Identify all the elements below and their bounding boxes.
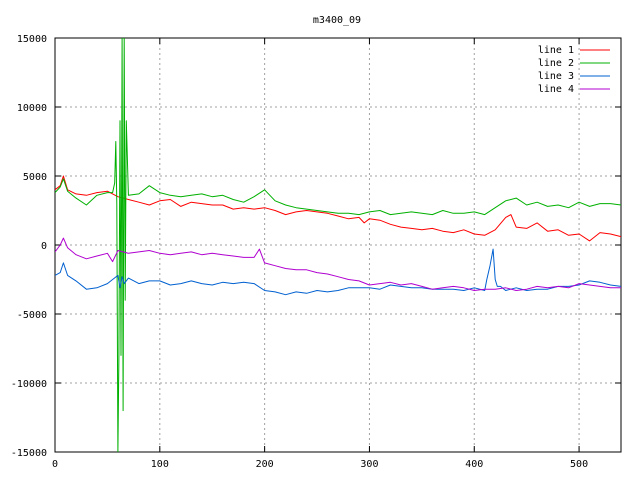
legend-label-1: line 1	[538, 45, 574, 56]
legend-label-2: line 2	[538, 58, 574, 69]
y-tick-label: 15000	[17, 34, 47, 45]
x-tick-label: 500	[570, 459, 588, 470]
series-line-4	[55, 237, 621, 291]
x-tick-label: 200	[256, 459, 274, 470]
legend-label-4: line 4	[538, 84, 574, 95]
x-tick-label: 100	[151, 459, 169, 470]
series-line-1	[55, 175, 621, 242]
x-tick-label: 300	[360, 459, 378, 470]
x-tick-label: 400	[465, 459, 483, 470]
series-line-3	[55, 248, 621, 296]
y-tick-label: 10000	[17, 103, 47, 114]
series-line-2	[55, 38, 621, 452]
y-tick-label: 5000	[23, 172, 47, 183]
grid	[55, 38, 621, 452]
axis-ticks: 0 100 200 300 400 500 -15000 -10000 -5000 0 5000 10…	[11, 34, 621, 470]
y-tick-label: 0	[41, 241, 47, 252]
y-tick-label: -15000	[11, 448, 47, 459]
legend: line 1 line 2 line 3 line 4	[538, 45, 610, 95]
series-group	[55, 38, 621, 452]
chart-title: m3400_09	[313, 15, 361, 26]
y-tick-label: -5000	[17, 310, 47, 321]
x-tick-label: 0	[52, 459, 58, 470]
y-tick-label: -10000	[11, 379, 47, 390]
legend-label-3: line 3	[538, 71, 574, 82]
